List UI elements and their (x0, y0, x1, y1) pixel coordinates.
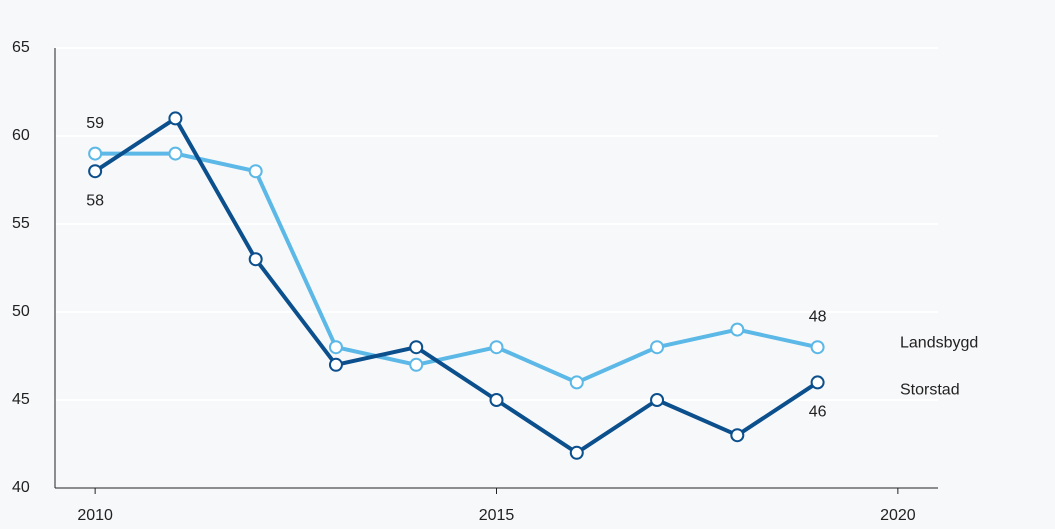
y-tick-label: 60 (12, 127, 30, 144)
x-tick-label: 2010 (77, 507, 113, 524)
point (730, 428, 745, 443)
point (569, 445, 584, 460)
y-tick-label: 50 (12, 303, 30, 320)
series-line (95, 151, 819, 385)
x-tick-label: 2020 (880, 507, 916, 524)
series-label: Storstad (900, 382, 960, 399)
point (88, 164, 103, 179)
x-tick-label: 2015 (479, 507, 515, 524)
point (248, 164, 263, 179)
point (328, 357, 343, 372)
point (88, 146, 103, 161)
point (248, 252, 263, 267)
series-label: Landsbygd (900, 334, 978, 351)
data-label: 46 (809, 404, 827, 421)
point (810, 340, 825, 355)
point (409, 340, 424, 355)
y-tick-label: 65 (12, 39, 30, 56)
point (650, 393, 665, 407)
series-line (94, 116, 819, 455)
data-label: 59 (86, 115, 104, 132)
data-label: 58 (86, 192, 104, 209)
point (168, 146, 183, 161)
point (328, 340, 343, 355)
point (168, 111, 183, 126)
point (650, 340, 665, 355)
point (409, 357, 424, 372)
y-tick-label: 45 (12, 391, 30, 408)
point (489, 393, 504, 407)
y-tick-label: 40 (12, 479, 30, 496)
y-tick-label: 55 (12, 215, 30, 232)
data-label: 48 (809, 308, 827, 325)
point (489, 340, 504, 355)
point (810, 375, 825, 390)
point (569, 375, 584, 390)
point (730, 322, 745, 337)
